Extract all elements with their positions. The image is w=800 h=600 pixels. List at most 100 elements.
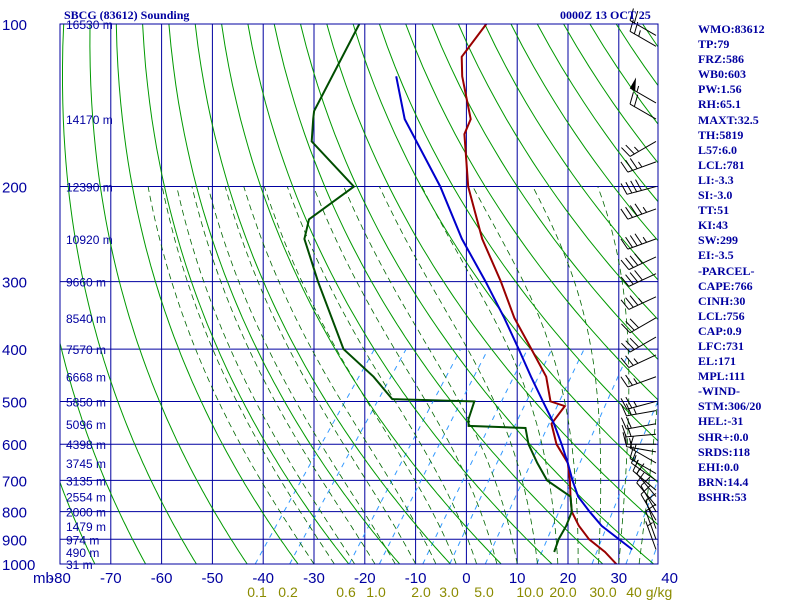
- pressure-label: 800: [2, 505, 27, 522]
- wind-barb: [620, 354, 657, 369]
- chart-title: SBCG (83612) Sounding: [64, 8, 190, 22]
- wind-barb: [645, 493, 657, 529]
- temperature-tick-label: 20: [560, 570, 577, 587]
- index-item: WB0:603: [698, 67, 746, 82]
- dry-adiabat: [62, 24, 197, 564]
- dry-adiabat: [378, 24, 658, 442]
- mixing-ratio-tick-label: 10.0: [516, 584, 543, 600]
- wind-barb: [636, 463, 657, 497]
- height-label: 3135 m: [66, 474, 106, 488]
- height-label: 12390 m: [66, 181, 113, 195]
- pressure-label: 700: [2, 473, 27, 490]
- height-label: 974 m: [66, 533, 99, 547]
- index-item: LFC:731: [698, 338, 744, 353]
- plot-frame: [59, 23, 659, 565]
- temperature-tick-label: -50: [202, 570, 224, 587]
- temperature-tick-label: 30: [610, 570, 627, 587]
- mixing-ratio-tick-label: 30.0: [589, 584, 616, 600]
- dry-adiabat: [142, 24, 350, 564]
- dry-adiabat: [221, 24, 502, 564]
- index-item: LCL:756: [698, 308, 745, 323]
- height-label: 3745 m: [66, 457, 106, 471]
- temperature-tick-label: 40: [661, 570, 678, 587]
- dry-adiabat: [247, 24, 553, 564]
- moist-adiabat: [207, 186, 396, 564]
- dry-adiabat: [89, 24, 248, 564]
- wind-barb: [620, 179, 657, 195]
- index-item: FRZ:586: [698, 52, 744, 67]
- moist-adiabat: [191, 186, 376, 564]
- moist-adiabat: [313, 186, 498, 564]
- index-item: TT:51: [698, 203, 730, 218]
- dry-adiabat: [168, 24, 400, 564]
- chart-datetime: 0000Z 13 OCT 25: [560, 8, 651, 22]
- height-label: 4398 m: [66, 438, 106, 452]
- mixing-ratio-line: [484, 348, 585, 564]
- index-item: PW:1.56: [698, 82, 742, 97]
- index-item: KI:43: [698, 218, 728, 233]
- wind-barb: [620, 233, 657, 250]
- index-item: SHR+:0.0: [698, 429, 749, 444]
- pressure-label: 400: [2, 342, 27, 359]
- height-label: 6668 m: [66, 371, 106, 385]
- temperature-tick-label: -70: [100, 570, 122, 587]
- wind-barb: [629, 8, 657, 36]
- index-item: HEL:-31: [698, 414, 744, 429]
- wind-barb: [620, 253, 657, 271]
- pressure-label: 300: [2, 275, 27, 292]
- moist-adiabat: [286, 186, 477, 564]
- moist-adiabat: [532, 186, 602, 564]
- dry-adiabat: [300, 24, 654, 564]
- height-label: 5850 m: [66, 395, 106, 409]
- index-item: -PARCEL-: [698, 263, 755, 278]
- y-axis-label: mb: [33, 570, 54, 587]
- index-item: EL:171: [698, 354, 737, 369]
- index-item: CAP:0.9: [698, 323, 742, 338]
- moist-adiabat: [176, 186, 355, 564]
- temperature-tick-label: 10: [509, 570, 526, 587]
- pressure-label: 100: [2, 17, 27, 34]
- height-label: 10920 m: [66, 233, 113, 247]
- mixing-ratio-tick-label: 5.0: [474, 584, 494, 600]
- index-item: MAXT:32.5: [698, 112, 759, 127]
- dry-adiabat: [484, 24, 658, 281]
- wind-barb: [620, 295, 657, 310]
- dry-adiabat: [457, 24, 658, 321]
- height-label: 31 m: [66, 558, 93, 572]
- mixing-ratio-tick-label: 40: [626, 584, 642, 600]
- pressure-label: 1000: [2, 557, 35, 574]
- mixing-ratio-tick-label: 1.0: [366, 584, 386, 600]
- index-item: -WIND-: [698, 384, 740, 399]
- dry-adiabat: [115, 24, 299, 564]
- mixing-ratio-tick-label: 2.0: [411, 584, 431, 600]
- wind-barb: [621, 317, 657, 334]
- moist-adiabat: [421, 186, 559, 564]
- index-item: MPL:111: [698, 369, 746, 384]
- index-item: LCL:781: [698, 157, 745, 172]
- mixing-ratio-tick-label: 0.2: [278, 584, 298, 600]
- height-label: 490 m: [66, 546, 99, 560]
- mixing-ratio-line: [348, 348, 462, 564]
- temperature-tick-label: -20: [354, 570, 376, 587]
- index-item: WMO:83612: [698, 22, 765, 36]
- index-item: STM:306/20: [698, 399, 762, 414]
- index-item: CAPE:766: [698, 278, 753, 293]
- wind-barb: [629, 435, 657, 464]
- index-item: TH:5819: [698, 127, 744, 142]
- mixing-ratio-tick-label: 3.0: [439, 584, 459, 600]
- wind-barb: [621, 141, 657, 157]
- index-item: EI:-3.5: [698, 248, 734, 263]
- index-item: SRDS:118: [698, 444, 751, 459]
- wind-barb: [620, 158, 657, 173]
- dry-adiabat: [60, 480, 96, 564]
- dry-adiabat: [510, 24, 658, 242]
- mixing-ratio-line: [449, 348, 553, 564]
- height-label: 2000 m: [66, 506, 106, 520]
- wind-barb: [620, 416, 657, 430]
- height-label: 7570 m: [66, 343, 106, 357]
- moist-adiabat: [343, 186, 518, 564]
- index-item: CINH:30: [698, 293, 746, 308]
- temperature-tick-label: 0: [462, 570, 470, 587]
- wind-barb: [645, 521, 657, 550]
